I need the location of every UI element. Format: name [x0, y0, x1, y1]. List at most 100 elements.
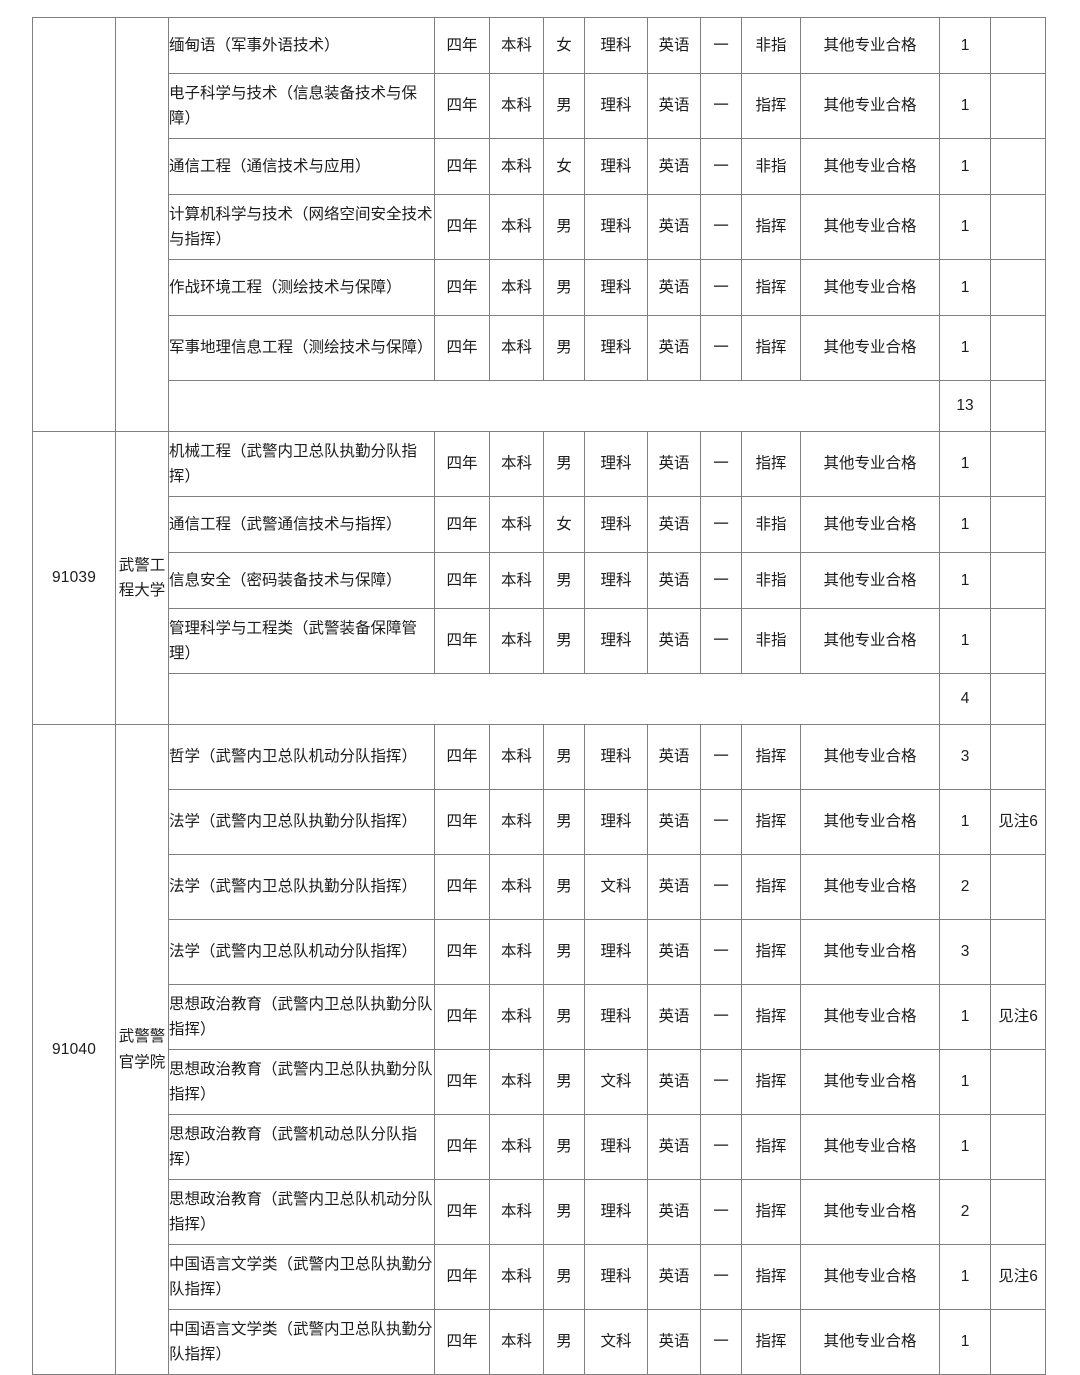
- study-years-cell: 四年: [434, 431, 490, 497]
- foreign-language-cell: 英语: [647, 854, 701, 920]
- study-years-cell: 四年: [434, 315, 490, 381]
- degree-level-cell: 本科: [489, 1049, 544, 1115]
- remark-cell: [990, 608, 1046, 674]
- study-years-cell: 四年: [434, 789, 490, 855]
- gender-cell: 男: [543, 73, 585, 139]
- study-years-cell: 四年: [434, 1179, 490, 1245]
- major-name-cell: 管理科学与工程类（武警装备保障管理）: [168, 608, 435, 674]
- subject-category-cell: 理科: [584, 789, 648, 855]
- degree-level-cell: 本科: [489, 552, 544, 609]
- subject-category-cell: 理科: [584, 552, 648, 609]
- gender-cell: 男: [543, 1179, 585, 1245]
- foreign-language-cell: 英语: [647, 496, 701, 553]
- degree-level-cell: 本科: [489, 138, 544, 195]
- major-name-cell: 法学（武警内卫总队执勤分队指挥）: [168, 854, 435, 920]
- physical-standard-cell: 其他专业合格: [800, 854, 940, 920]
- elective-subject-cell: 一: [700, 315, 742, 381]
- command-type-cell: 非指: [741, 608, 801, 674]
- command-type-cell: 指挥: [741, 984, 801, 1050]
- table-row: 通信工程（通信技术与应用） 四年 本科女理科 英语一非指 其他专业合格 1: [33, 138, 1046, 195]
- foreign-language-cell: 英语: [647, 984, 701, 1050]
- quota-cell: 3: [939, 724, 991, 790]
- degree-level-cell: 本科: [489, 984, 544, 1050]
- table-row: 通信工程（武警通信技术与指挥） 四年 本科女理科 英语一非指 其他专业合格 1: [33, 496, 1046, 553]
- study-years-cell: 四年: [434, 552, 490, 609]
- quota-cell: 2: [939, 1179, 991, 1245]
- command-type-cell: 指挥: [741, 194, 801, 260]
- school-code-cell: 91040: [32, 724, 116, 1375]
- physical-standard-cell: 其他专业合格: [800, 1244, 940, 1310]
- physical-standard-cell: 其他专业合格: [800, 73, 940, 139]
- table-row: 91039 武警工程大学 机械工程（武警内卫总队执勤分队指挥） 四年 本科男理科 英语一指…: [32, 431, 1046, 725]
- school-name-cell: 武警工程大学: [115, 431, 169, 725]
- study-years-cell: 四年: [434, 608, 490, 674]
- physical-standard-cell: 其他专业合格: [800, 1179, 940, 1245]
- quota-cell: 1: [939, 17, 991, 74]
- quota-cell: 1: [939, 1114, 991, 1180]
- foreign-language-cell: 英语: [647, 431, 701, 497]
- gender-cell: 男: [543, 608, 585, 674]
- elective-subject-cell: 一: [700, 1309, 742, 1375]
- remark-cell: [990, 1309, 1046, 1375]
- command-type-cell: 指挥: [741, 315, 801, 381]
- quota-cell: 1: [939, 259, 991, 316]
- gender-cell: 男: [543, 919, 585, 985]
- subject-category-cell: 理科: [584, 315, 648, 381]
- degree-level-cell: 本科: [489, 724, 544, 790]
- remark-cell: [990, 1179, 1046, 1245]
- quota-cell: 1: [939, 1049, 991, 1115]
- subject-category-cell: 文科: [584, 1309, 648, 1375]
- physical-standard-cell: 其他专业合格: [800, 259, 940, 316]
- elective-subject-cell: 一: [700, 919, 742, 985]
- degree-level-cell: 本科: [489, 73, 544, 139]
- subject-category-cell: 理科: [584, 984, 648, 1050]
- study-years-cell: 四年: [434, 1114, 490, 1180]
- subtotal-row: 13: [33, 380, 1046, 432]
- study-years-cell: 四年: [434, 1309, 490, 1375]
- foreign-language-cell: 英语: [647, 259, 701, 316]
- remark-cell: [990, 315, 1046, 381]
- degree-level-cell: 本科: [489, 259, 544, 316]
- physical-standard-cell: 其他专业合格: [800, 138, 940, 195]
- elective-subject-cell: 一: [700, 431, 742, 497]
- table-row: 法学（武警内卫总队执勤分队指挥） 四年 本科男理科 英语一指挥 其他专业合格 1 见注6: [33, 789, 1046, 855]
- command-type-cell: 指挥: [741, 919, 801, 985]
- foreign-language-cell: 英语: [647, 552, 701, 609]
- foreign-language-cell: 英语: [647, 138, 701, 195]
- school-code-cell: 91039: [32, 431, 116, 725]
- study-years-cell: 四年: [434, 73, 490, 139]
- quota-cell: 1: [939, 431, 991, 497]
- quota-cell: 2: [939, 854, 991, 920]
- table-row: 管理科学与工程类（武警装备保障管理） 四年 本科男理科 英语一非指 其他专业合格 1: [33, 608, 1046, 674]
- major-name-cell: 哲学（武警内卫总队机动分队指挥）: [168, 724, 435, 790]
- table-row: 军事地理信息工程（测绘技术与保障） 四年 本科男理科 英语一指挥 其他专业合格 1: [33, 315, 1046, 381]
- remark-cell: [990, 854, 1046, 920]
- quota-cell: 1: [939, 138, 991, 195]
- remark-cell: [990, 431, 1046, 497]
- foreign-language-cell: 英语: [647, 315, 701, 381]
- physical-standard-cell: 其他专业合格: [800, 919, 940, 985]
- study-years-cell: 四年: [434, 496, 490, 553]
- gender-cell: 男: [543, 194, 585, 260]
- degree-level-cell: 本科: [489, 1309, 544, 1375]
- quota-cell: 1: [939, 789, 991, 855]
- gender-cell: 男: [543, 1244, 585, 1310]
- gender-cell: 男: [543, 1114, 585, 1180]
- major-name-cell: 思想政治教育（武警内卫总队机动分队指挥）: [168, 1179, 435, 1245]
- remark-cell: [990, 194, 1046, 260]
- quota-cell: 1: [939, 1244, 991, 1310]
- table-row: 法学（武警内卫总队机动分队指挥） 四年 本科男理科 英语一指挥 其他专业合格 3: [33, 919, 1046, 985]
- foreign-language-cell: 英语: [647, 1114, 701, 1180]
- remark-cell: [990, 1049, 1046, 1115]
- table-body: 缅甸语（军事外语技术） 四年 本科女理科 英语一非指 其他专业合格 1 电子科学与技术（信息…: [32, 17, 1046, 1375]
- subject-category-cell: 理科: [584, 724, 648, 790]
- gender-cell: 男: [543, 315, 585, 381]
- major-name-cell: 法学（武警内卫总队机动分队指挥）: [168, 919, 435, 985]
- subtotal-remark-cell: [990, 673, 1046, 725]
- school-name-cell: [115, 17, 169, 432]
- table-row: 思想政治教育（武警内卫总队执勤分队指挥） 四年 本科男理科 英语一指挥 其他专业合格 1 见…: [33, 984, 1046, 1050]
- study-years-cell: 四年: [434, 724, 490, 790]
- quota-cell: 1: [939, 496, 991, 553]
- elective-subject-cell: 一: [700, 608, 742, 674]
